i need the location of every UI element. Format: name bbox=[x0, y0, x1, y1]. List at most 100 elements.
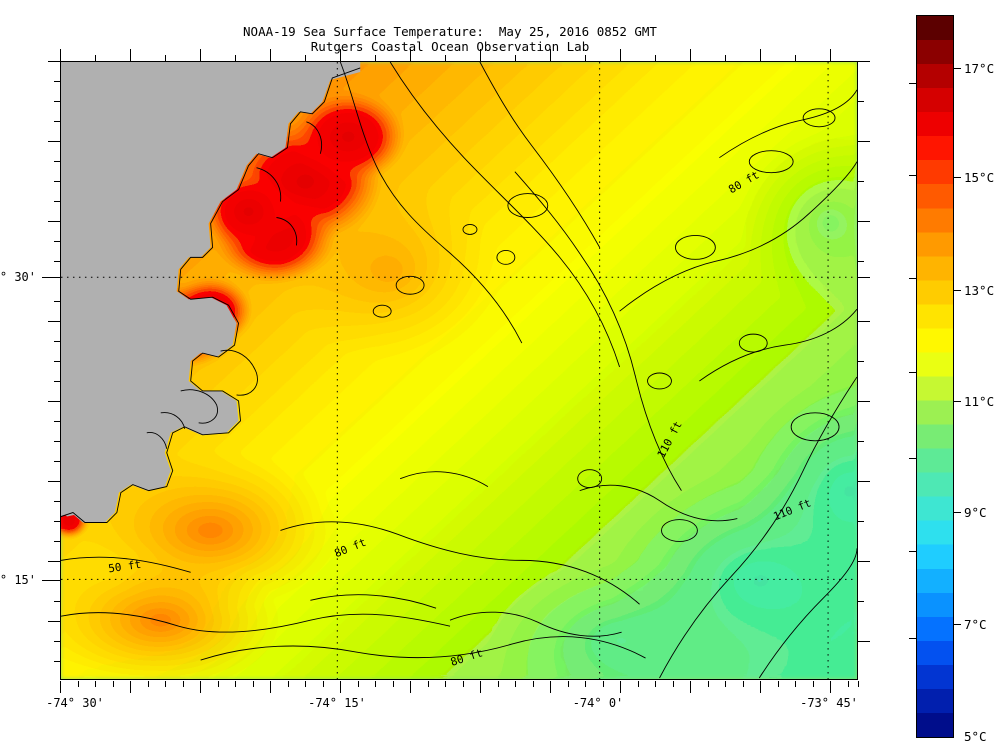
axis-tick-y-right bbox=[858, 561, 870, 562]
axis-tick-x bbox=[760, 681, 761, 693]
axis-tick-y-right bbox=[858, 361, 864, 362]
axis-tick-y-right bbox=[858, 221, 870, 222]
axis-label-y-1: 39° 15' bbox=[0, 573, 36, 587]
axis-tick-y bbox=[42, 277, 60, 278]
axis-tick-y bbox=[48, 141, 60, 142]
axis-tick-x-top bbox=[795, 55, 796, 61]
colorbar-tick-celsius bbox=[954, 512, 961, 513]
colorbar-label-celsius-15: 15°C bbox=[964, 170, 995, 185]
axis-tick-x bbox=[288, 681, 289, 687]
axis-tick-x bbox=[148, 681, 149, 687]
axis-tick-y bbox=[42, 580, 60, 581]
axis-tick-x-top bbox=[830, 49, 831, 61]
axis-tick-x-top bbox=[375, 55, 376, 61]
axis-tick-x bbox=[638, 681, 639, 687]
colorbar-tick-celsius bbox=[954, 290, 961, 291]
axis-tick-y bbox=[48, 401, 60, 402]
axis-tick-y bbox=[48, 221, 60, 222]
axis-tick-x-top bbox=[480, 49, 481, 61]
axis-tick-x bbox=[113, 681, 114, 687]
axis-tick-x-top bbox=[515, 55, 516, 61]
axis-tick-x bbox=[655, 681, 656, 687]
axis-tick-y bbox=[54, 501, 60, 502]
axis-tick-y-right bbox=[858, 261, 864, 262]
axis-tick-x bbox=[533, 681, 534, 687]
axis-tick-x bbox=[848, 681, 849, 687]
colorbar-tick-fahrenheit bbox=[909, 83, 916, 84]
axis-tick-x bbox=[515, 681, 516, 687]
axis-tick-x bbox=[358, 681, 359, 687]
colorbar-label-celsius-11: 11°C bbox=[964, 394, 995, 409]
axis-tick-x bbox=[200, 681, 201, 693]
bathymetry-contour-layer: 50 ft 80 ft 80 ft 80 ft 110 ft 110 ft bbox=[61, 62, 857, 679]
axis-label-x-1: -74° 15' bbox=[308, 696, 366, 710]
axis-tick-y bbox=[54, 601, 60, 602]
colorbar-label-celsius-17: 17°C bbox=[964, 61, 995, 76]
colorbar[interactable]: 62°F 59°F 56°F 53°F 50°F 47°F 44°F 41°F … bbox=[909, 15, 994, 744]
axis-tick-y bbox=[54, 81, 60, 82]
axis-tick-x-top bbox=[165, 55, 166, 61]
axis-tick-x-top bbox=[655, 55, 656, 61]
axis-tick-x-top bbox=[340, 49, 341, 61]
axis-tick-y bbox=[54, 541, 60, 542]
axis-tick-y bbox=[54, 181, 60, 182]
axis-tick-x-top bbox=[95, 55, 96, 61]
axis-tick-y bbox=[54, 521, 60, 522]
axis-tick-y-right bbox=[858, 101, 864, 102]
axis-tick-x bbox=[183, 681, 184, 687]
axis-tick-y bbox=[54, 201, 60, 202]
axis-tick-x-top bbox=[60, 49, 61, 61]
axis-tick-y bbox=[48, 481, 60, 482]
axis-tick-y-right bbox=[858, 641, 870, 642]
axis-tick-x-top bbox=[270, 49, 271, 61]
axis-tick-y-right bbox=[858, 141, 870, 142]
axis-tick-x bbox=[428, 681, 429, 687]
axis-tick-y-right bbox=[858, 401, 870, 402]
axis-tick-x-top bbox=[445, 55, 446, 61]
land-mask-layer bbox=[61, 62, 361, 523]
axis-tick-x-top bbox=[305, 55, 306, 61]
colorbar-label-celsius-13: 13°C bbox=[964, 283, 995, 298]
axis-tick-y bbox=[48, 621, 60, 622]
axis-tick-y-right bbox=[858, 321, 870, 322]
map-gridline-layer bbox=[61, 62, 857, 679]
axis-tick-x bbox=[253, 681, 254, 687]
axis-tick-y bbox=[54, 101, 60, 102]
contour-label-50ft: 50 ft bbox=[107, 558, 141, 575]
axis-tick-y-right bbox=[858, 181, 864, 182]
sst-map-panel[interactable]: 50 ft 80 ft 80 ft 80 ft 110 ft 110 ft bbox=[60, 61, 858, 680]
axis-tick-x bbox=[410, 681, 411, 693]
axis-tick-x bbox=[305, 681, 306, 687]
axis-label-x-0: -74° 30' bbox=[46, 696, 104, 710]
axis-tick-x bbox=[830, 681, 831, 693]
axis-tick-x bbox=[393, 681, 394, 687]
axis-tick-y bbox=[48, 321, 60, 322]
axis-tick-x bbox=[813, 681, 814, 687]
axis-tick-y bbox=[48, 561, 60, 562]
axis-tick-x bbox=[340, 681, 341, 693]
page-title: NOAA-19 Sea Surface Temperature: May 25,… bbox=[243, 24, 657, 39]
axis-tick-x bbox=[130, 681, 131, 693]
colorbar-gradient bbox=[916, 15, 954, 738]
axis-tick-x bbox=[725, 681, 726, 687]
colorbar-label-celsius-9: 9°C bbox=[964, 505, 987, 520]
axis-tick-y bbox=[54, 641, 60, 642]
axis-tick-x bbox=[480, 681, 481, 693]
axis-tick-x-top bbox=[550, 49, 551, 61]
axis-tick-y-right bbox=[858, 521, 864, 522]
axis-tick-y-right bbox=[858, 441, 864, 442]
axis-tick-y bbox=[54, 121, 60, 122]
axis-tick-y bbox=[54, 461, 60, 462]
colorbar-tick-celsius bbox=[954, 401, 961, 402]
axis-tick-x bbox=[858, 681, 859, 687]
axis-label-x-2: -74° 0' bbox=[572, 696, 624, 710]
axis-tick-y bbox=[54, 441, 60, 442]
axis-tick-x bbox=[235, 681, 236, 687]
axis-tick-y-right bbox=[858, 481, 870, 482]
axis-tick-x-top bbox=[620, 49, 621, 61]
axis-tick-x-top bbox=[690, 49, 691, 61]
page-subtitle: Rutgers Coastal Ocean Observation Lab bbox=[310, 39, 590, 54]
axis-tick-x bbox=[270, 681, 271, 693]
axis-tick-y bbox=[54, 261, 60, 262]
axis-label-x-3: -73° 45' bbox=[800, 696, 858, 710]
